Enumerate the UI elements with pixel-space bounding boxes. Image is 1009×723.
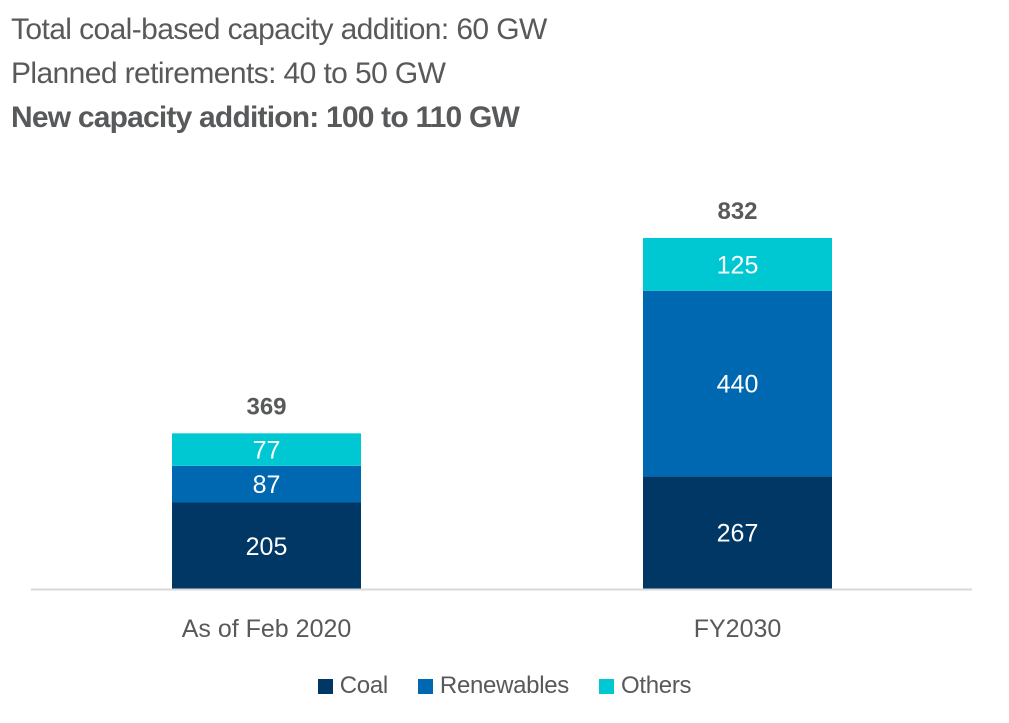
bar-segment-others-2 [643,238,832,291]
x-tick-label-1: As of Feb 2020 [182,615,352,643]
total-label-2: 832 [717,198,757,225]
legend-swatch-renewables [417,678,433,694]
bar-segment-renewables-2 [643,290,832,477]
legend-swatch-coal [317,678,333,694]
headline-new-capacity: New capacity addition: 100 to 110 GW [11,101,520,134]
bar-segment-others-1 [172,433,361,466]
data-label-coal-1: 205 [246,533,288,561]
headline-coal-addition: Total coal-based capacity addition: 60 G… [11,13,547,46]
bar-segment-coal-1 [172,502,361,589]
legend-label-coal: Coal [339,672,388,699]
legend-label-renewables: Renewables [439,672,570,699]
legend-swatch-others [599,678,615,694]
legend-item-coal: Coal [317,672,388,700]
data-label-coal-2: 267 [717,520,759,548]
data-label-others-2: 125 [717,251,759,279]
data-label-others-1: 77 [253,437,281,465]
bar-segment-coal-2 [643,476,832,589]
legend-item-renewables: Renewables [417,672,570,700]
labels-group: 205 87 77 369 As of Feb 2020 267 440 125 832 FY20… [182,198,782,643]
bars-group [172,238,832,589]
total-label-1: 369 [246,393,286,420]
legend-item-others: Others [599,672,692,700]
headline-retirements: Planned retirements: 40 to 50 GW [11,57,446,90]
legend-label-others: Others [621,672,692,699]
data-label-renewables-2: 440 [717,371,759,399]
data-label-renewables-1: 87 [253,471,281,499]
legend: Coal Renewables Others [0,672,1009,700]
x-tick-label-2: FY2030 [694,615,782,643]
bar-segment-renewables-1 [172,465,361,503]
